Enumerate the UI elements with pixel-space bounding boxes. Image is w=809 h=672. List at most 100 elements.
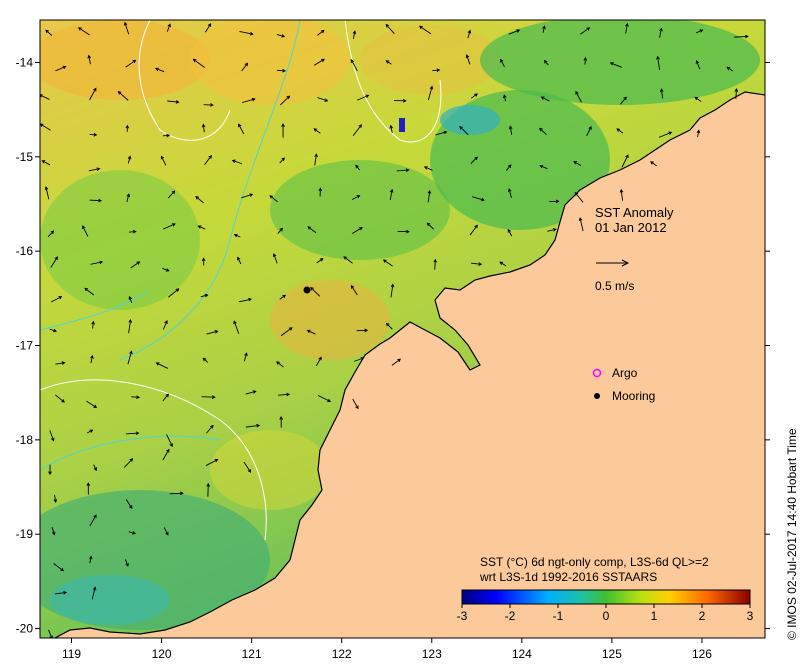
- current-vector-head: [49, 635, 53, 638]
- current-vector: [55, 394, 65, 403]
- current-vector-head: [364, 328, 369, 333]
- y-tick-label: -14: [16, 55, 34, 69]
- current-vector: [280, 327, 293, 337]
- current-vector: [131, 396, 140, 398]
- current-vector-head: [93, 404, 98, 408]
- current-vector: [51, 526, 55, 535]
- current-vector: [169, 492, 183, 495]
- current-vector: [539, 165, 548, 170]
- current-vector-head: [233, 233, 238, 238]
- current-vector: [55, 362, 65, 365]
- current-vector: [695, 29, 703, 34]
- y-tick-label: -20: [16, 622, 34, 636]
- argo-marker-icon: [592, 368, 602, 378]
- current-vector: [276, 34, 285, 37]
- current-vector-head: [390, 283, 395, 288]
- current-vector-head: [58, 296, 63, 300]
- current-vector: [89, 556, 92, 564]
- current-vector-head: [93, 467, 97, 472]
- x-tick-label: 122: [332, 647, 352, 661]
- current-vector: [238, 298, 252, 303]
- current-vector-head: [244, 62, 249, 67]
- current-vector: [128, 296, 133, 304]
- product-line2: wrt L3S-1d 1992-2016 SSTAARS: [479, 570, 657, 584]
- australia-landmass: [55, 92, 765, 638]
- current-vector-head: [474, 156, 478, 161]
- current-vector-head: [650, 161, 654, 165]
- current-vector: [161, 156, 167, 166]
- current-vector: [206, 330, 218, 335]
- current-vector-head: [459, 125, 463, 130]
- current-vector: [241, 98, 255, 104]
- current-vector: [93, 464, 97, 471]
- current-vector-head: [117, 90, 122, 95]
- current-vector: [86, 400, 97, 408]
- current-vector-head: [382, 259, 387, 263]
- current-vector: [354, 357, 364, 362]
- x-tick-label: 120: [152, 647, 172, 661]
- current-vector-head: [96, 167, 101, 171]
- current-vector: [726, 66, 733, 72]
- current-vector-head: [98, 198, 102, 203]
- current-vector-head: [668, 131, 673, 135]
- current-vector: [238, 124, 245, 135]
- current-vector: [88, 55, 91, 65]
- current-vector: [45, 186, 50, 200]
- current-vector-head: [426, 222, 431, 227]
- current-vector: [156, 362, 169, 369]
- current-vector-head: [575, 90, 579, 95]
- product-line1: SST (°C) 6d ngt-only comp, L3S-6d QL>=2: [480, 555, 709, 569]
- current-vector: [49, 430, 54, 441]
- current-vector-head: [406, 229, 410, 234]
- current-vector: [503, 95, 507, 102]
- current-vector-head: [165, 393, 169, 398]
- current-vector-head: [93, 132, 98, 137]
- current-vector: [469, 225, 478, 236]
- current-vector: [734, 35, 748, 38]
- current-vector: [650, 161, 657, 167]
- current-vector-head: [61, 399, 65, 403]
- current-vector-head: [286, 392, 291, 397]
- current-vector: [201, 396, 215, 398]
- current-vector-head: [231, 159, 236, 163]
- current-vector-head: [123, 21, 128, 26]
- current-vector: [89, 199, 102, 202]
- colorbar-tick-label: 0: [603, 609, 610, 623]
- current-vector: [92, 321, 94, 329]
- current-vector: [621, 154, 629, 168]
- current-vector-head: [385, 322, 390, 327]
- current-vector: [352, 124, 362, 137]
- map-title-line2: 01 Jan 2012: [595, 220, 667, 235]
- current-vector-head: [474, 224, 478, 229]
- sst-contours: [40, 20, 442, 541]
- current-vector: [391, 358, 401, 366]
- current-vector: [128, 531, 136, 534]
- current-vector-head: [507, 228, 511, 233]
- current-vector: [88, 168, 100, 172]
- current-vector-head: [358, 124, 362, 128]
- legend-mooring-label: Mooring: [612, 389, 655, 403]
- current-vector: [50, 256, 58, 268]
- colorbar-tick-label: 3: [747, 609, 754, 623]
- current-vector-head: [166, 448, 170, 453]
- current-vector-head: [86, 482, 91, 487]
- x-tick-label: 119: [62, 647, 81, 661]
- current-vector-head: [623, 96, 627, 101]
- current-vector-head: [256, 423, 261, 428]
- current-vector: [241, 193, 253, 199]
- current-vector-head: [171, 223, 176, 227]
- current-vector-head: [269, 195, 274, 199]
- legend-argo-label: Argo: [612, 366, 638, 380]
- current-vector: [427, 86, 433, 101]
- colorbar-ticks: -3 -2 -1 0 1 2 3: [457, 604, 754, 623]
- current-vector-head: [429, 85, 434, 90]
- current-vector: [307, 226, 317, 234]
- current-vector: [124, 22, 130, 35]
- current-vector-head: [726, 66, 731, 71]
- current-vector-head: [281, 34, 286, 38]
- x-tick-label: 121: [242, 647, 262, 661]
- current-vector-head: [50, 437, 55, 442]
- current-vector-head: [154, 67, 159, 72]
- current-vector: [126, 194, 130, 203]
